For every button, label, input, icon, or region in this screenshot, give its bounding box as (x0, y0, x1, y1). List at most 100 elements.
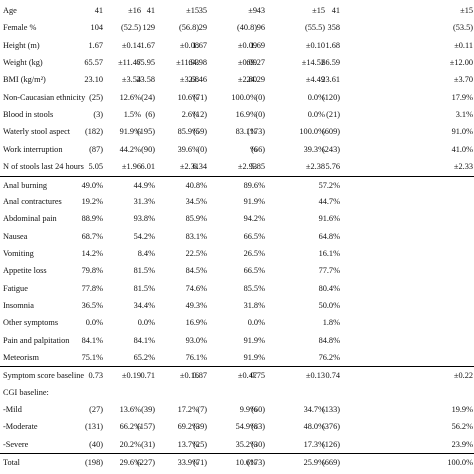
table-cell: 23.10 (84, 75, 103, 85)
row-label: Anal contractures (3, 196, 62, 206)
table-cell: (0) (255, 110, 265, 120)
table-row: Work interruption (87) 44.2% (90) 39.6% (0)%(… (0, 141, 474, 158)
table-cell: (25) (193, 439, 207, 449)
table-row: BMI (kg/m²) 23.10 ±3.54 23.58 ±3.68 23.46 ±2.8… (0, 71, 474, 88)
table-cell: 16.9% (185, 318, 207, 328)
row-label: Meteorism (3, 353, 39, 362)
table-cell: (157) (137, 422, 155, 432)
table-row: N of stools last 24 hours 5.05 ±1.96 6.01 ±2… (0, 158, 474, 175)
table-cell: 0.0% (307, 92, 325, 102)
table-cell: 83.1% (185, 231, 207, 241)
table-cell: ±2.31 (179, 162, 199, 172)
table-cell: ±0.11 (454, 40, 473, 50)
table-cell: 1.69 (250, 40, 265, 50)
table-row: Age 41 ±16 41 ±15 35 ±9 43 ±15 41 ±15 (0, 2, 474, 19)
table-cell: 64.8% (318, 231, 340, 241)
row-label: Blood in stools (3, 110, 54, 120)
table-row: Pain and palpitation 84.1% 84.1% 93.0% 91.9%… (0, 332, 474, 349)
table-cell: 79.8% (81, 266, 103, 276)
table-cell: 34.4% (133, 300, 155, 310)
table-cell: 20.2% (119, 439, 141, 449)
table-cell: 66.5% (243, 266, 265, 276)
table-cell: 76.1% (185, 353, 207, 362)
row-label: Work interruption (3, 144, 63, 154)
table-row: Meteorism 75.1% 65.2% 76.1% 91.9% 76.2% (0, 349, 474, 366)
table-cell: 0.74 (325, 371, 340, 381)
row-label: Waterly stool aspect (3, 127, 71, 137)
table-row: -Severe (40) 20.2% (31) 13.7% (25) 35.2% (30) 17… (0, 436, 474, 453)
table-cell: ±15 (312, 6, 325, 15)
table-cell: 26.5% (243, 248, 265, 258)
table-cell: 65.2% (133, 353, 155, 362)
table-cell: (3) (93, 110, 103, 120)
table-cell: 91.9% (243, 335, 265, 345)
table-cell: 57.2% (318, 180, 340, 190)
table-row: Blood in stools (3) 1.5% (6) 2.6% (12) 16.9% (0… (0, 106, 474, 123)
table-cell: 33.9% (177, 458, 199, 468)
table-cell: ±0.10 (305, 40, 325, 50)
row-label: CGI baseline: (3, 387, 49, 397)
row-label: Fatigue (3, 283, 28, 293)
table-cell: 84.1% (133, 335, 155, 345)
table-cell: 6.34 (192, 162, 207, 172)
table-cell: 56.2% (451, 422, 473, 432)
table-cell: 69.27 (246, 58, 265, 68)
table-cell: 1.67 (88, 40, 103, 50)
table-cell: (56.8) (178, 23, 199, 33)
table-cell: (609) (322, 127, 340, 137)
table-cell: (53.5) (452, 23, 473, 33)
table-cell: 81.5% (133, 283, 155, 293)
table-cell: ±2.93 (237, 162, 257, 172)
table-cell: ±0.14 (121, 40, 141, 50)
table-cell: 16.1% (318, 248, 340, 258)
table-cell: 44.9% (133, 180, 155, 190)
table-cell: ±12.00 (449, 58, 473, 68)
table-cell: 25.9% (303, 458, 325, 468)
table-cell: 17.2% (177, 405, 199, 415)
row-label: Weight (kg) (3, 58, 43, 68)
table-row: Waterly stool aspect (182) 91.9% (195) 85.9%… (0, 123, 474, 140)
table-row: Anal burning 49.0% 44.9% 40.8% 89.6% 57.2% (0, 175, 474, 194)
table-cell: 85.5% (243, 283, 265, 293)
table-cell: 23.58 (136, 75, 155, 85)
table-cell: 12.6% (119, 92, 141, 102)
table-cell: % (250, 144, 257, 154)
table-cell: ±2.38 (305, 162, 325, 172)
table-cell: (66) (251, 144, 265, 154)
table-cell: 0.71 (140, 371, 155, 381)
table-cell: 24.29 (246, 75, 265, 85)
table-cell: (376) (322, 422, 340, 432)
table-cell: ±0.22 (453, 371, 473, 381)
table-cell: 44.7% (318, 196, 340, 206)
table-cell: 1.67 (192, 40, 207, 50)
table-cell: 35.2% (235, 439, 257, 449)
table-cell: ±0.09 (237, 58, 257, 68)
table-cell: 34.7% (303, 405, 325, 415)
table-cell: ±0.09 (237, 40, 257, 50)
table-cell: 49.0% (81, 180, 103, 190)
table-cell: ±15 (460, 6, 473, 15)
table-cell: 74.6% (185, 283, 207, 293)
table-cell: 66.2% (119, 422, 141, 432)
table-row: Vomiting 14.2% 8.4% 22.5% 26.5% 16.1% (0, 245, 474, 262)
table-cell: 77.8% (81, 283, 103, 293)
table-cell: 94.2% (243, 214, 265, 224)
table-cell: 91.0% (451, 127, 473, 137)
table-cell: ±9 (248, 6, 257, 15)
table-cell: 129 (142, 23, 155, 33)
table-cell: 69.2% (177, 422, 199, 432)
table-cell: ±4.49 (305, 75, 325, 85)
table-cell: (52.5) (120, 23, 141, 33)
table-row: Non-Caucasian ethnicity (25) 12.6% (24) 10.6… (0, 89, 474, 106)
table-cell: 17.9% (451, 92, 473, 102)
table-cell: ±15 (186, 6, 199, 15)
table-cell: 100.0% (299, 127, 325, 137)
table-cell: 5.05 (88, 162, 103, 172)
table-cell: 23.46 (188, 75, 207, 85)
table-cell: (27) (89, 405, 103, 415)
table-cell: 43 (256, 6, 265, 15)
table-cell: 2.6% (181, 110, 199, 120)
table-cell: 13.6% (119, 405, 141, 415)
table-cell: 80.4% (318, 283, 340, 293)
table-cell: 41 (146, 6, 155, 15)
